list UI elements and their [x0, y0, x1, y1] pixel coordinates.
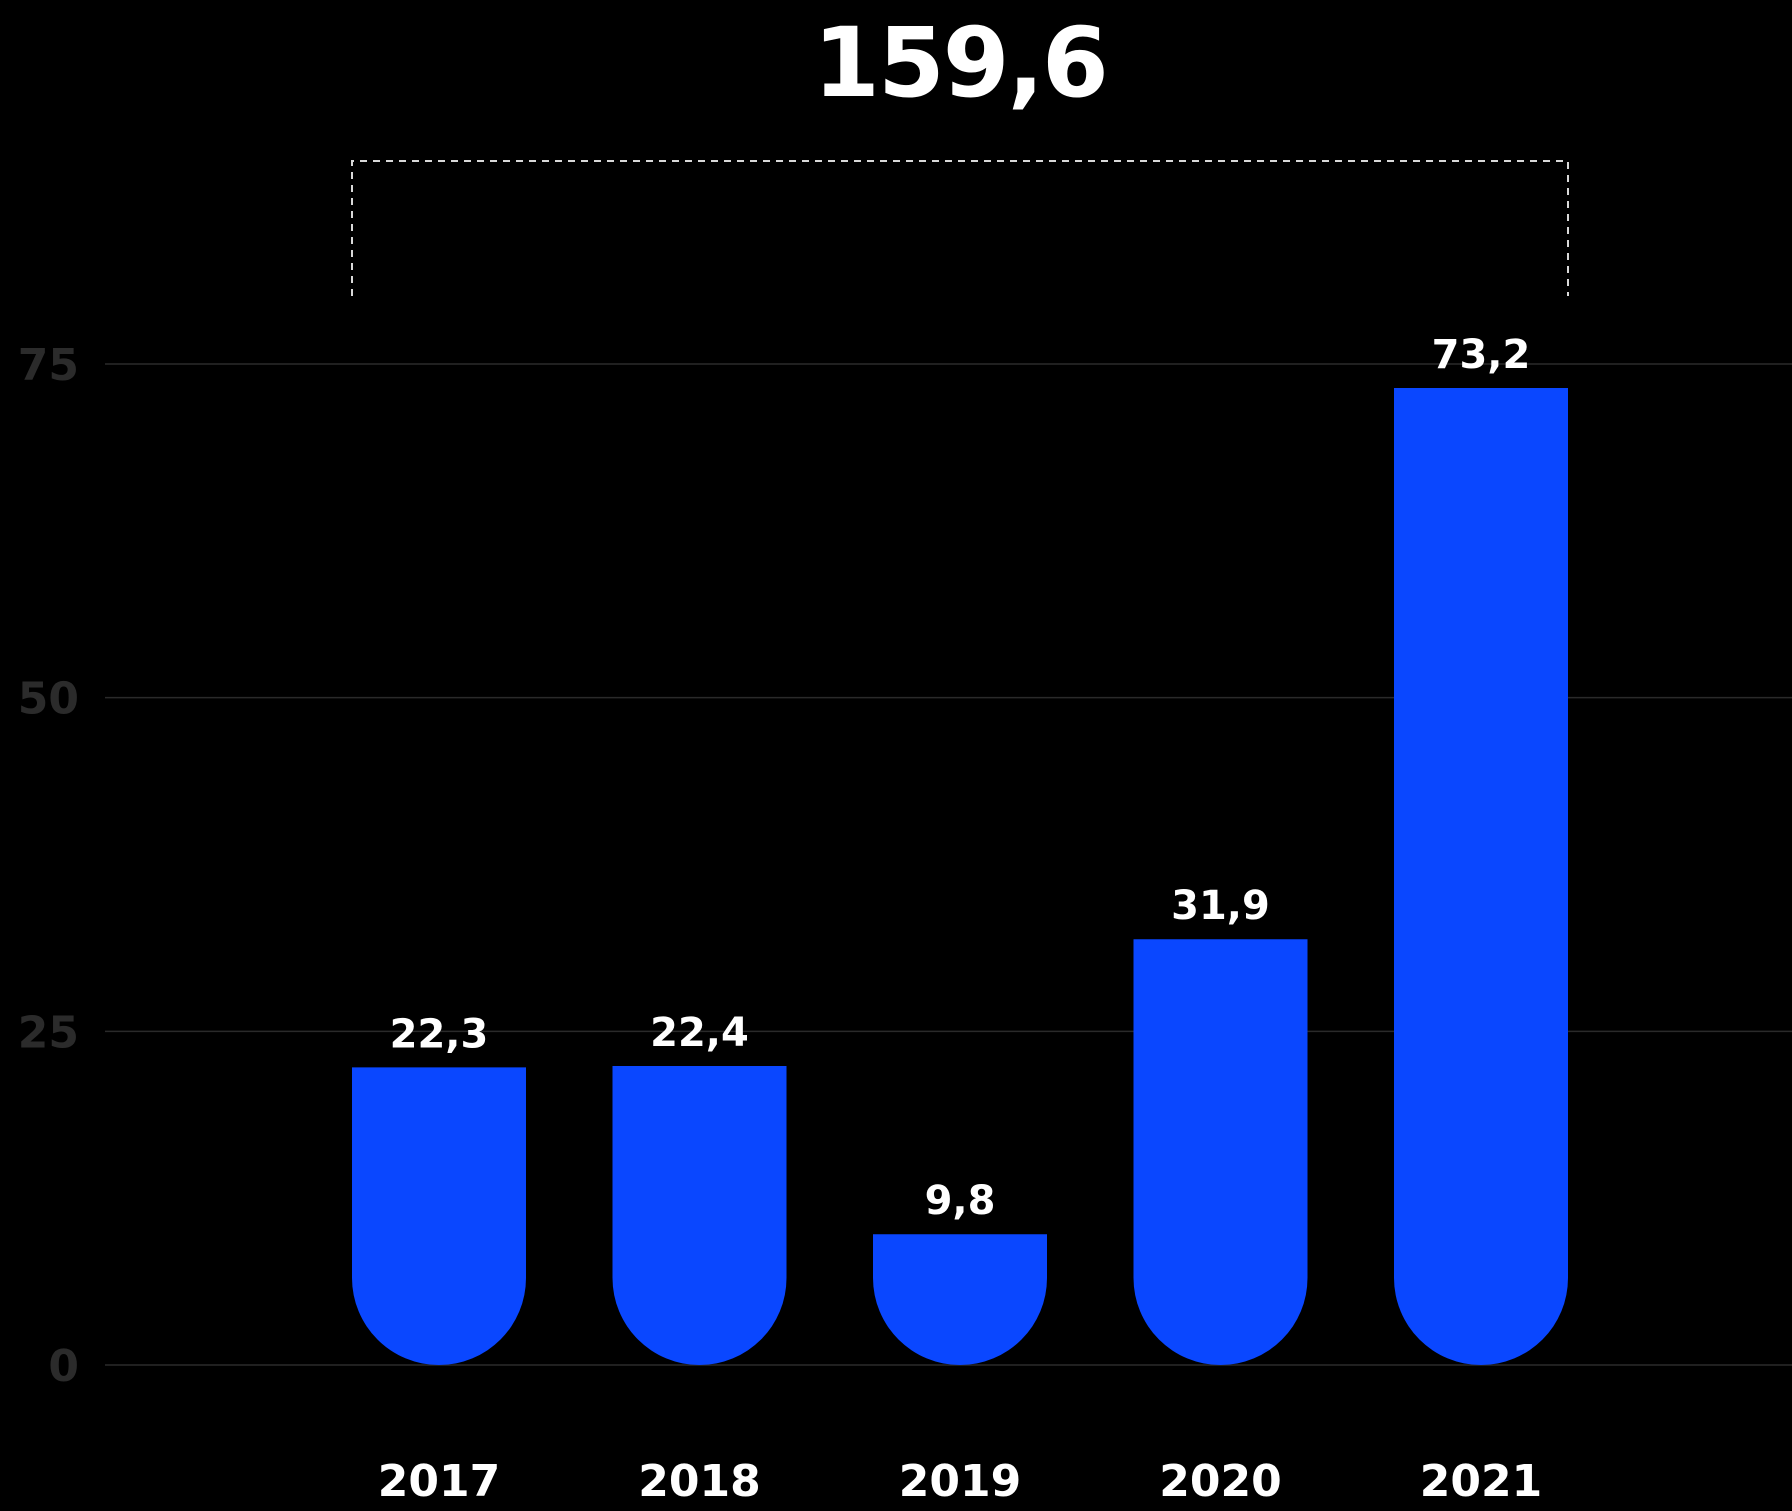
- value-label: 9,8: [925, 1178, 996, 1224]
- bar-2020: [1133, 939, 1308, 1365]
- category-label: 2020: [1159, 1456, 1281, 1507]
- category-label: 2019: [899, 1456, 1021, 1507]
- y-tick-label: 50: [18, 674, 79, 725]
- value-label: 22,3: [390, 1011, 489, 1057]
- x-axis-categories: 2017 2018 2019 2020 2021: [378, 1456, 1542, 1507]
- y-tick-label: 75: [18, 340, 79, 391]
- bar-2021: [1394, 388, 1568, 1365]
- y-tick-label: 0: [48, 1341, 79, 1392]
- category-label: 2018: [638, 1456, 760, 1507]
- category-label: 2021: [1420, 1456, 1542, 1507]
- total-label: 159,6: [813, 7, 1107, 119]
- total-annotation: 159,6: [351, 7, 1569, 296]
- bar-2019: [873, 1234, 1047, 1365]
- total-bracket: [351, 160, 1569, 296]
- value-label: 22,4: [650, 1010, 749, 1056]
- value-labels: 22,3 22,4 9,8 31,9 73,2: [390, 332, 1531, 1224]
- value-label: 31,9: [1171, 883, 1270, 929]
- category-label: 2017: [378, 1456, 500, 1507]
- bar-2017: [352, 1067, 526, 1365]
- value-label: 73,2: [1432, 332, 1531, 378]
- bar-2018: [612, 1066, 787, 1365]
- y-tick-label: 25: [18, 1007, 79, 1058]
- y-axis-ticks: 0 25 50 75: [18, 340, 79, 1392]
- bars: [352, 388, 1568, 1365]
